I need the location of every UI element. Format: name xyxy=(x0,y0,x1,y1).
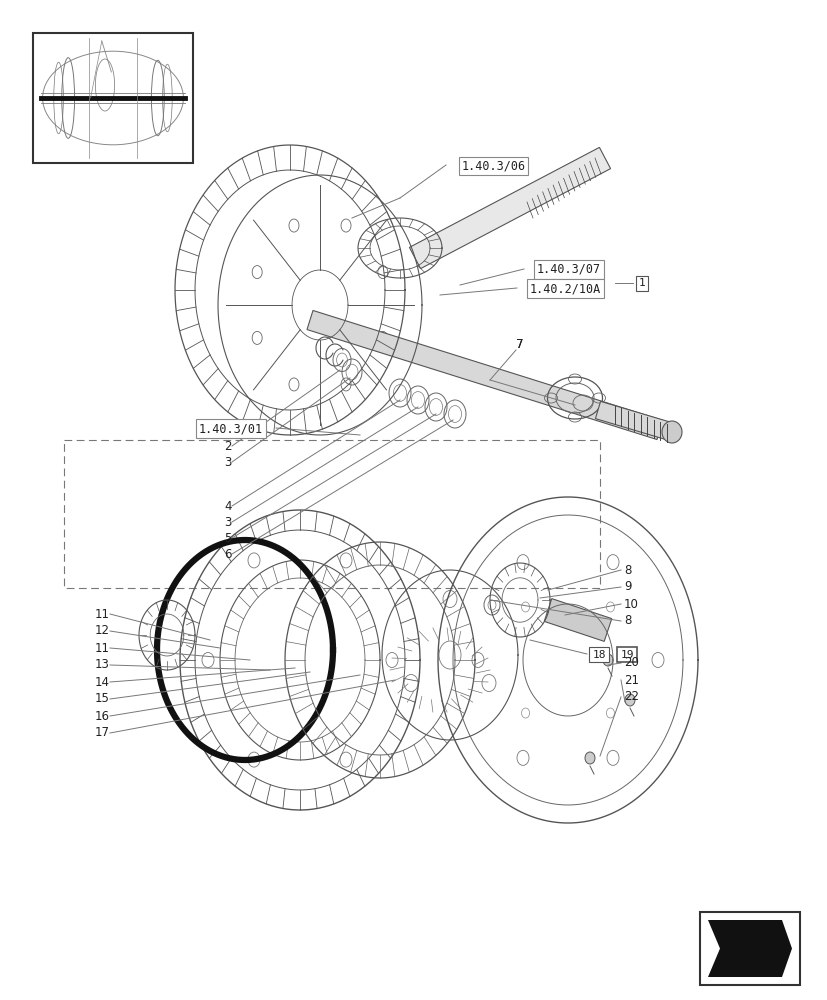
Text: 13: 13 xyxy=(95,658,110,672)
Text: 15: 15 xyxy=(95,692,110,706)
Text: 18: 18 xyxy=(591,650,605,660)
Text: 8: 8 xyxy=(624,564,631,576)
Text: 1.40.3/06: 1.40.3/06 xyxy=(461,159,525,172)
Text: 1.40.2/10A: 1.40.2/10A xyxy=(529,282,600,295)
Text: 3: 3 xyxy=(224,516,232,528)
Text: 7: 7 xyxy=(515,338,523,351)
Text: 1.40.3/07: 1.40.3/07 xyxy=(536,263,600,276)
Text: 1.40.3/01: 1.40.3/01 xyxy=(198,422,263,435)
Text: 16: 16 xyxy=(95,710,110,722)
Polygon shape xyxy=(707,920,791,977)
Ellipse shape xyxy=(662,421,681,443)
Text: 9: 9 xyxy=(624,580,631,593)
Polygon shape xyxy=(595,401,674,441)
Text: 20: 20 xyxy=(624,656,638,670)
Bar xyxy=(64,440,600,588)
Polygon shape xyxy=(543,599,611,641)
Text: 11: 11 xyxy=(95,642,110,654)
Text: 14: 14 xyxy=(95,676,110,688)
Polygon shape xyxy=(409,147,609,269)
Ellipse shape xyxy=(585,752,595,764)
Text: 4: 4 xyxy=(224,499,232,512)
Polygon shape xyxy=(307,310,662,440)
Text: 3: 3 xyxy=(224,456,232,468)
Bar xyxy=(699,912,799,985)
Text: 1: 1 xyxy=(638,278,644,288)
Text: 12: 12 xyxy=(95,624,110,638)
Ellipse shape xyxy=(602,654,612,666)
Text: 11: 11 xyxy=(95,607,110,620)
Text: 2: 2 xyxy=(224,440,232,452)
Text: 19: 19 xyxy=(619,650,633,660)
Ellipse shape xyxy=(624,694,634,706)
Bar xyxy=(33,33,193,163)
Text: 5: 5 xyxy=(224,532,232,544)
Text: 21: 21 xyxy=(624,674,638,686)
Text: 17: 17 xyxy=(95,726,110,740)
Text: 7: 7 xyxy=(515,338,523,351)
Text: 8: 8 xyxy=(624,614,631,628)
Text: 6: 6 xyxy=(224,548,232,560)
Text: 10: 10 xyxy=(624,597,638,610)
Text: 22: 22 xyxy=(624,690,638,704)
